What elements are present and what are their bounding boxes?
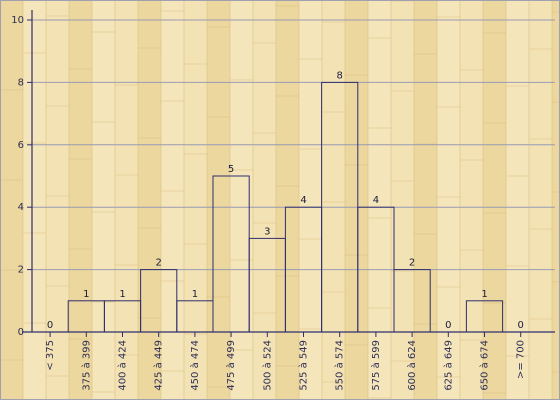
x-tick-label: 475 à 499 — [225, 340, 237, 391]
x-tick-label: 550 à 574 — [334, 340, 346, 391]
y-tick-label: 6 — [18, 140, 24, 151]
data-label: 1 — [119, 289, 125, 300]
data-label: 4 — [300, 195, 306, 206]
y-tick-label: 8 — [18, 77, 24, 88]
wood-plank — [253, 0, 276, 400]
axes — [22, 10, 555, 333]
wood-plank — [483, 0, 506, 400]
data-label: 4 — [373, 195, 379, 206]
data-label: 5 — [228, 164, 234, 175]
wood-plank — [69, 0, 92, 400]
x-tick-label: 375 à 399 — [80, 340, 92, 391]
wood-plank — [46, 0, 69, 400]
wood-plank — [230, 0, 253, 400]
data-label: 3 — [264, 226, 270, 237]
wood-plank — [437, 0, 460, 400]
data-label: 2 — [156, 258, 162, 269]
wood-plank — [345, 0, 368, 400]
data-label: 8 — [337, 70, 343, 81]
data-labels: 0 1 1 2 1 5 3 4 8 4 2 0 1 0 — [47, 70, 524, 331]
wood-plank — [414, 0, 437, 400]
wood-plank — [138, 0, 161, 400]
y-tick-label: 4 — [18, 202, 24, 213]
data-label: 0 — [47, 320, 53, 331]
x-tick-label: 525 à 549 — [298, 340, 310, 391]
data-label: 0 — [445, 320, 451, 331]
x-tick-label: >= 700 — [516, 340, 527, 379]
wood-plank — [161, 0, 184, 400]
wood-plank — [460, 0, 483, 400]
x-tick-label: 425 à 449 — [153, 340, 165, 391]
wood-plank — [115, 0, 138, 400]
x-tick-label: 650 à 674 — [479, 340, 491, 391]
wood-plank — [92, 0, 115, 400]
wood-plank — [23, 0, 46, 400]
wood-plank — [322, 0, 345, 400]
wood-plank — [552, 0, 560, 400]
x-tick-label: 600 à 624 — [406, 340, 418, 391]
y-tick-label: 2 — [18, 265, 24, 276]
wood-plank — [391, 0, 414, 400]
wood-plank — [506, 0, 529, 400]
data-label: 1 — [192, 289, 198, 300]
data-label: 1 — [481, 289, 487, 300]
data-label: 1 — [83, 289, 89, 300]
wood-plank — [184, 0, 207, 400]
wood-plank — [368, 0, 391, 400]
x-tick-label: < 375 — [45, 340, 56, 371]
data-label: 2 — [409, 258, 415, 269]
wood-plank — [529, 0, 552, 400]
x-tick-label: 575 à 599 — [370, 340, 382, 391]
wood-plank — [276, 0, 299, 400]
x-axis-ticks: < 375 375 à 399 400 à 424 425 à 449 450 à 47… — [45, 332, 527, 391]
wood-plank — [299, 0, 322, 400]
y-tick-label: 0 — [18, 327, 24, 338]
x-tick-label: 400 à 424 — [117, 340, 129, 391]
wood-plank — [0, 0, 23, 400]
x-tick-label: 625 à 649 — [442, 340, 454, 391]
x-tick-label: 450 à 474 — [189, 340, 201, 391]
data-label: 0 — [518, 320, 524, 331]
y-tick-label: 10 — [11, 15, 24, 26]
x-tick-label: 500 à 524 — [261, 340, 273, 391]
